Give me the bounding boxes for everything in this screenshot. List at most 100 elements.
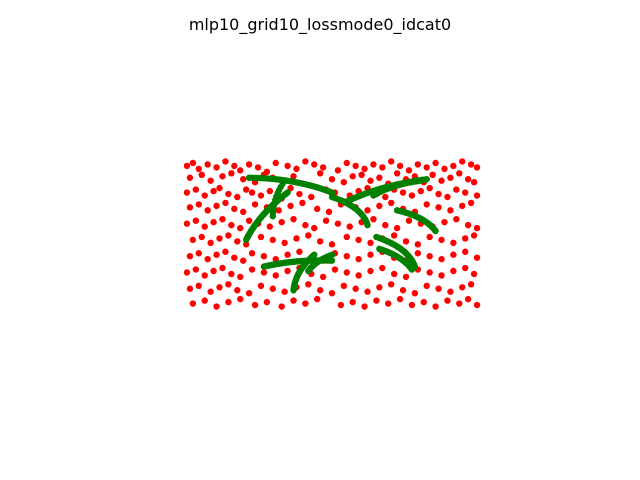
data-point-red xyxy=(198,233,205,241)
data-point-red xyxy=(322,217,330,224)
data-point-red xyxy=(450,267,457,275)
data-point-red xyxy=(343,233,350,241)
data-point-red xyxy=(462,248,469,255)
data-point-red xyxy=(462,235,469,242)
data-point-red xyxy=(438,272,445,279)
data-point-red xyxy=(275,207,282,214)
data-point-red xyxy=(432,159,439,167)
data-point-red xyxy=(183,269,191,276)
data-point-red xyxy=(402,238,410,245)
data-point-red xyxy=(228,221,235,229)
data-point-red xyxy=(302,300,309,307)
data-point-red xyxy=(319,164,327,171)
data-point-red xyxy=(242,186,250,193)
data-point-red xyxy=(234,193,241,201)
data-point-green xyxy=(281,177,288,184)
data-point-red xyxy=(441,165,448,173)
data-point-red xyxy=(225,298,232,306)
data-point-red xyxy=(435,204,442,211)
data-point-red xyxy=(248,250,256,257)
data-point-red xyxy=(195,165,202,173)
data-point-red xyxy=(254,164,262,171)
data-point-red xyxy=(405,167,413,174)
data-point-green xyxy=(328,257,336,264)
data-point-red xyxy=(367,239,374,247)
data-point-red xyxy=(213,164,220,171)
data-point-red xyxy=(459,158,466,165)
data-point-red xyxy=(204,207,211,214)
data-point-red xyxy=(473,254,481,261)
data-point-red xyxy=(287,202,294,210)
data-point-red xyxy=(281,288,288,295)
data-point-red xyxy=(473,192,481,199)
data-point-red xyxy=(435,285,442,292)
data-point-red xyxy=(237,273,244,281)
data-point-red xyxy=(186,253,194,260)
data-point-red xyxy=(302,221,309,229)
data-point-red xyxy=(343,159,350,167)
data-point-red xyxy=(210,218,217,226)
data-point-red xyxy=(467,199,475,207)
data-point-red xyxy=(314,295,321,303)
data-point-red xyxy=(213,251,220,258)
data-point-red xyxy=(328,241,336,248)
data-point-red xyxy=(248,266,256,273)
data-point-red xyxy=(207,239,214,247)
data-point-red xyxy=(201,192,208,199)
data-point-red xyxy=(302,158,309,165)
data-point-red xyxy=(228,170,235,177)
data-point-green xyxy=(328,251,336,258)
data-point-red xyxy=(331,266,339,273)
data-point-red xyxy=(186,285,194,292)
data-point-red xyxy=(183,220,191,227)
data-point-red xyxy=(444,297,451,304)
data-point-red xyxy=(284,162,291,170)
data-point-red xyxy=(423,282,430,289)
data-point-red xyxy=(414,241,422,248)
data-point-red xyxy=(251,301,259,309)
data-point-red xyxy=(464,295,472,303)
data-point-red xyxy=(438,236,445,244)
data-point-red xyxy=(189,236,197,244)
data-point-red xyxy=(319,273,327,281)
data-point-red xyxy=(222,158,229,165)
data-point-red xyxy=(231,205,238,213)
data-point-red xyxy=(364,207,371,214)
data-point-red xyxy=(355,272,362,279)
data-point-red xyxy=(462,264,469,272)
data-point-red xyxy=(426,269,433,276)
data-point-red xyxy=(240,208,247,215)
data-point-red xyxy=(405,217,413,224)
data-point-red xyxy=(207,177,214,184)
data-point-red xyxy=(450,239,457,247)
data-point-red xyxy=(379,164,386,171)
data-point-red xyxy=(192,186,200,193)
data-point-red xyxy=(260,269,268,276)
data-point-red xyxy=(201,272,208,279)
data-point-red xyxy=(192,266,200,273)
data-point-red xyxy=(305,281,312,288)
data-point-red xyxy=(349,173,356,180)
data-point-red xyxy=(399,189,407,196)
data-point-red xyxy=(358,171,365,178)
data-point-red xyxy=(376,174,383,181)
data-point-red xyxy=(352,285,359,292)
data-point-red xyxy=(399,287,407,294)
data-point-red xyxy=(328,176,336,183)
data-point-red xyxy=(316,287,324,294)
data-point-red xyxy=(379,264,386,272)
data-point-red xyxy=(210,267,217,275)
data-point-red xyxy=(278,218,285,226)
data-point-red xyxy=(450,251,457,258)
data-point-red xyxy=(296,190,303,198)
data-point-red xyxy=(272,159,279,167)
data-point-green xyxy=(364,221,371,229)
data-point-red xyxy=(464,221,472,229)
data-point-red xyxy=(408,192,416,199)
data-point-red xyxy=(470,179,478,186)
data-point-red xyxy=(453,186,460,193)
data-point-green xyxy=(311,251,318,258)
data-point-red xyxy=(245,161,253,168)
